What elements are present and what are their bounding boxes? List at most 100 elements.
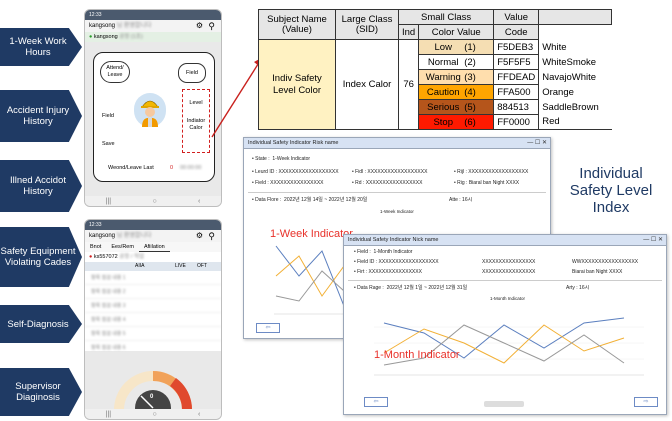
big-title: Individual Safety Level Index [569, 165, 653, 216]
monthly-line-chart [374, 317, 644, 376]
fidl-row: • Fidl : XXXXXXXXXXXXXXXXXX [352, 169, 428, 175]
level-stop-cell: Stop (6) [418, 114, 495, 130]
ind-value: 76 [397, 39, 420, 130]
date-row: • Data Rage : 2022년 12월 1일 ~ 2022년 12월 3… [354, 285, 468, 291]
firt-row: • Firt : XXXXXXXXXXXXXXXX [354, 269, 422, 275]
list-item[interactable]: 항목 점검 내용 2 [85, 285, 221, 299]
tab-bnot[interactable]: Bnot [90, 244, 102, 250]
gauge-dial-icon [114, 371, 192, 419]
save-button[interactable]: Save [102, 141, 115, 147]
phone-app-header: kangsong 님 환영합니다 ⚲ ⚙ [85, 20, 221, 32]
firt-row-3: Biarai ban Night XXXX [572, 269, 623, 275]
rig-row: • Rig : Biaral ban Night XXXX [454, 180, 520, 186]
tag-label: Safety Equipment Violating Cades [0, 246, 76, 268]
back-icon[interactable]: ‹ [197, 410, 201, 418]
tab-affiliation[interactable]: Afiilation [138, 242, 170, 252]
tag-work-hours: 1-Week Work Hours [0, 28, 82, 66]
worker-helmet-icon [141, 100, 159, 127]
tag-label: Self-Diagnosis [7, 318, 69, 330]
phone-app-header: kangsong 님 환영합니다 ⚲ ⚙ [85, 230, 221, 242]
gear-icon[interactable]: ⚙ [195, 21, 203, 30]
next-arrow-button[interactable]: ⇨ [634, 397, 658, 407]
code-cell: F5F5F5 [493, 54, 540, 70]
phone-status-bar: 12:33 [85, 10, 221, 20]
arty-label: Arty : 16시 [566, 285, 590, 291]
code-header: Code [493, 24, 540, 40]
list-item[interactable]: 항목 점검 내용 6 [91, 345, 126, 351]
tag-label: Supervisor Diaginosis [15, 381, 61, 403]
color-value-header: Color Value [418, 24, 495, 40]
weekly-overlay-label: 1-Week Indicator [270, 228, 353, 240]
color-name-cell: NavajoWhite [542, 71, 597, 83]
code-cell: FFDEAD [493, 69, 540, 85]
prev-arrow-button[interactable]: ⇦ [364, 397, 388, 407]
code-cell: FFA500 [493, 84, 540, 100]
chart-title: 1-Month Indicator [490, 296, 526, 301]
weond-leave-value: 0 [170, 165, 174, 171]
field-id-row: • Field ID : XXXXXXXXXXXXXXXXXX [354, 259, 439, 265]
state-row: • State : 1-Week Indicator [252, 156, 311, 162]
tag-safety-equipment: Safety Equipment Violating Cades [0, 227, 82, 287]
android-nav-bar: ||| ○ ‹ [85, 196, 221, 206]
worker-avatar [134, 93, 166, 127]
gear-icon[interactable]: ⚙ [195, 231, 203, 240]
field-id-row-3: WWXXXXXXXXXXXXXXXXX [572, 259, 639, 265]
window-controls[interactable]: — ☐ ✕ [527, 140, 547, 146]
tag-label: Illned Accidot History [10, 175, 66, 197]
list-item[interactable]: 항목 점검 내용 5 [85, 327, 221, 341]
rijl-row: • Rijl : XXXXXXXXXXXXXXXXXX [454, 169, 529, 175]
recent-apps-icon[interactable]: ||| [105, 197, 112, 205]
home-icon[interactable]: ○ [152, 197, 157, 205]
color-name-cell: Red [538, 114, 612, 130]
window-monthly: Individual Safety Indicator Nick name — … [343, 234, 667, 415]
code-cell: 884513 [493, 99, 540, 115]
home-icon[interactable]: ○ [152, 410, 157, 418]
tab-bar: Bnot Ees/Rem Afiilation [85, 242, 221, 252]
level-serious-cell: Serious (5) [418, 99, 495, 115]
atte-label: Atte : 16시 [449, 197, 473, 203]
scrollbar[interactable] [484, 401, 524, 407]
phone-main-screen: 12:33 kangsong 님 환영합니다 ⚲ ⚙ ● kangsong 공정… [84, 9, 222, 207]
recent-apps-icon[interactable]: ||| [105, 410, 112, 418]
code-cell: F5DEB3 [493, 39, 540, 55]
gauge-value: 0 [150, 394, 154, 400]
list-header: AIIA LIVE OFT [85, 262, 221, 271]
tag-self-diagnosis: Self-Diagnosis [0, 305, 82, 343]
level-warning-cell: Warning (3) [418, 69, 495, 85]
list-item[interactable]: 항목 점검 내용 3 [85, 299, 221, 313]
user-icon[interactable]: ⚲ [208, 231, 215, 241]
leurd-row: • Leurd ID : XXXXXXXXXXXXXXXXXX [252, 169, 339, 175]
large-class-header: Large Class (SID) [335, 9, 399, 40]
monthly-overlay-label: 1-Month Indicator [374, 349, 460, 361]
tag-label: Accident Injury History [6, 105, 70, 127]
level-indicator-box: Level Indiator Calor [182, 89, 210, 153]
window-title: Individual Safety Indicator Risk name [244, 138, 550, 149]
color-name-cell: SaddleBrown [542, 101, 599, 113]
level-caution-cell: Caution (4) [418, 84, 495, 100]
list-item[interactable]: 항목 점검 내용 4 [85, 313, 221, 327]
field-row: • Field : 1-Month Indicator [354, 249, 413, 255]
small-class-header: Small Class [397, 9, 495, 25]
attend-leave-button[interactable]: Attend/ Leave [100, 61, 130, 83]
prev-arrow-button[interactable]: ⇦ [256, 323, 280, 333]
user-icon[interactable]: ⚲ [208, 21, 215, 31]
window-title: Individual Safety Indicator Nick name [344, 235, 666, 246]
connector-arrow [211, 57, 263, 138]
weond-leave-label: Weond/Leave Last [108, 165, 154, 171]
field-button[interactable]: Field [178, 63, 206, 83]
back-icon[interactable]: ‹ [197, 197, 201, 205]
field-row: • Field : XXXXXXXXXXXXXXXX [252, 180, 324, 186]
list-item[interactable]: 항목 점검 내용 1 [85, 271, 221, 285]
phone-diagnosis-screen: 12:33 kangsong 님 환영합니다 ⚲ ⚙ Bnot Ees/Rem … [84, 219, 222, 420]
subject-header: Subject Name (Value) [258, 9, 336, 40]
code-cell: FF0000 [493, 114, 540, 130]
subject-value: Indiv Safety Level Color [258, 39, 336, 130]
color-name-cell: White [538, 39, 612, 55]
ind-header: Ind [397, 24, 420, 40]
field-id-row-2: XXXXXXXXXXXXXXXX [482, 259, 536, 265]
user-code-row: ● ks557072 공정 / 작업 [85, 252, 221, 262]
tab-ees-rem[interactable]: Ees/Rem [111, 244, 134, 250]
level-label: Level [189, 100, 203, 106]
window-controls[interactable]: — ☐ ✕ [643, 237, 663, 243]
safety-gauge: 0 [113, 368, 193, 419]
